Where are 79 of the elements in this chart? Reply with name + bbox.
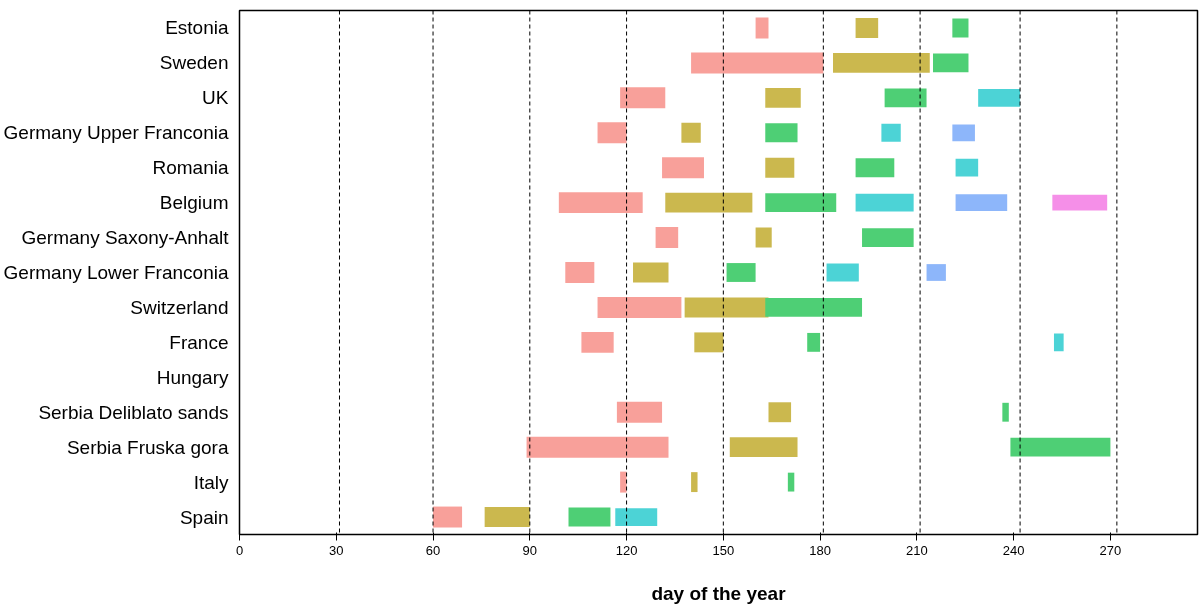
bar xyxy=(765,157,795,178)
x-axis-title: day of the year xyxy=(651,582,787,604)
x-tick-label: 90 xyxy=(522,542,538,558)
x-tick-label: 150 xyxy=(712,542,735,558)
bar xyxy=(568,507,611,527)
bar xyxy=(765,87,801,108)
bar xyxy=(952,18,969,38)
bar xyxy=(768,402,792,423)
bar xyxy=(765,298,863,317)
bar xyxy=(691,472,698,493)
x-tick-label: 180 xyxy=(809,542,831,558)
bar xyxy=(855,158,895,178)
y-tick-label: Estonia xyxy=(165,17,229,39)
bar xyxy=(597,122,627,144)
y-tick-label: UK xyxy=(202,87,229,109)
bar xyxy=(826,263,859,282)
bar xyxy=(597,296,682,318)
bar xyxy=(620,471,627,493)
y-tick-label: Italy xyxy=(193,471,229,493)
bar xyxy=(615,508,658,526)
y-tick-label: Belgium xyxy=(159,192,229,214)
bar xyxy=(620,87,666,109)
bar xyxy=(694,332,724,353)
bar xyxy=(855,193,914,212)
bar xyxy=(691,52,824,74)
bar xyxy=(581,331,614,353)
x-tick-label: 210 xyxy=(906,542,928,558)
x-tick-label: 270 xyxy=(1099,542,1122,558)
y-tick-label: Germany Upper Franconia xyxy=(3,122,229,144)
y-tick-label: Switzerland xyxy=(130,296,229,318)
bar xyxy=(833,52,930,73)
bar xyxy=(1053,333,1064,352)
bar xyxy=(862,228,914,247)
y-tick-label: Serbia Deliblato sands xyxy=(38,401,229,423)
y-tick-label: Romania xyxy=(152,157,229,179)
bar xyxy=(1010,437,1111,457)
x-tick-label: 60 xyxy=(425,542,441,558)
bar xyxy=(526,436,669,458)
bar xyxy=(933,53,969,73)
bar xyxy=(755,17,769,39)
bar xyxy=(926,264,946,281)
bar xyxy=(787,472,795,492)
bar xyxy=(484,507,530,527)
y-tick-label: Hungary xyxy=(156,366,229,388)
y-tick-label: Sweden xyxy=(159,52,229,74)
bar xyxy=(681,122,701,143)
bar xyxy=(855,18,879,38)
bar xyxy=(655,227,679,249)
bar xyxy=(433,506,463,528)
x-tick-label: 240 xyxy=(1002,542,1025,558)
bar xyxy=(729,437,798,458)
bar xyxy=(807,332,821,352)
x-tick-label: 0 xyxy=(235,542,244,558)
y-tick-label: Serbia Fruska gora xyxy=(66,436,229,458)
y-tick-label: Spain xyxy=(179,506,229,528)
bar xyxy=(978,88,1021,107)
bar xyxy=(565,262,595,283)
bar xyxy=(765,123,798,143)
x-tick-label: 120 xyxy=(615,542,638,558)
x-tick-label: 30 xyxy=(329,542,344,558)
y-tick-label: Germany Saxony-Anhalt xyxy=(21,227,230,249)
bar xyxy=(633,262,669,283)
bar xyxy=(955,194,1008,212)
y-tick-label: France xyxy=(169,331,229,353)
bar xyxy=(881,123,901,142)
bar xyxy=(952,124,975,142)
bar xyxy=(616,401,663,423)
bar xyxy=(558,192,643,214)
bar xyxy=(765,193,837,213)
bar xyxy=(884,88,927,108)
y-tick-label: Germany Lower Franconia xyxy=(3,262,229,283)
bar xyxy=(955,158,979,177)
bar xyxy=(662,157,704,179)
bar xyxy=(665,192,753,213)
bar xyxy=(1002,402,1009,422)
bar xyxy=(755,227,772,248)
bar xyxy=(1052,194,1108,211)
bar xyxy=(684,297,769,318)
bar xyxy=(726,263,756,282)
